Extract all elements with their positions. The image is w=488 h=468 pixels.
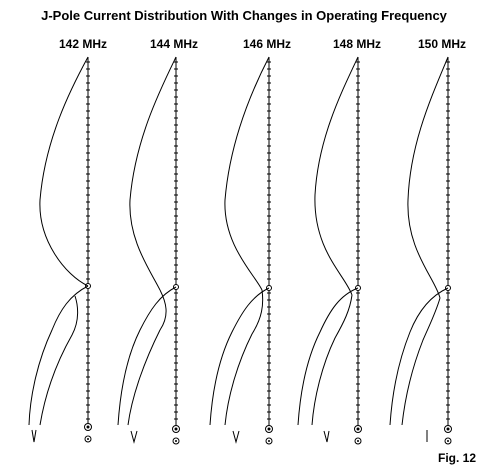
- base-marker-inner: [87, 438, 89, 440]
- upper-current-curve: [224, 56, 270, 291]
- inner-current-curve: [311, 294, 353, 426]
- stub-end-mark: [323, 430, 330, 443]
- source-marker-inner: [356, 427, 360, 431]
- stub-end-mark: [130, 430, 138, 444]
- base-marker-inner: [357, 440, 359, 442]
- inner-current-curve: [127, 289, 167, 426]
- upper-current-curve: [407, 56, 449, 299]
- upper-current-curve: [314, 56, 359, 296]
- segment-ticks: [86, 61, 90, 420]
- outer-current-curve: [209, 287, 270, 426]
- base-marker-inner: [175, 440, 177, 442]
- inner-current-curve: [224, 289, 264, 426]
- source-marker-inner: [86, 425, 90, 429]
- source-marker-inner: [267, 427, 271, 431]
- upper-current-curve: [39, 56, 89, 287]
- frequency-label-148: 148 MHz: [333, 37, 382, 51]
- segment-ticks: [267, 61, 271, 420]
- panel-142: [28, 56, 92, 443]
- outer-current-curve: [389, 287, 449, 426]
- figure-label: Fig. 12: [438, 451, 477, 465]
- base-marker-inner: [268, 440, 270, 442]
- upper-current-curve: [129, 56, 177, 291]
- diagram-title: J-Pole Current Distribution With Changes…: [41, 8, 447, 23]
- panel-150: [389, 56, 452, 445]
- panel-144: [117, 56, 180, 445]
- inner-current-curve: [401, 297, 441, 426]
- stub-end-mark: [232, 430, 240, 444]
- frequency-label-142: 142 MHz: [59, 37, 108, 51]
- inner-current-curve: [39, 295, 79, 426]
- panel-146: [209, 56, 273, 445]
- frequency-label-146: 146 MHz: [243, 37, 292, 51]
- frequency-label-144: 144 MHz: [150, 37, 199, 51]
- base-marker-inner: [447, 440, 449, 442]
- frequency-label-150: 150 MHz: [418, 37, 467, 51]
- segment-ticks: [174, 61, 178, 420]
- outer-current-curve: [28, 285, 89, 426]
- source-marker-inner: [446, 427, 450, 431]
- panel-148: [297, 56, 362, 445]
- outer-current-curve: [117, 286, 177, 426]
- segment-ticks: [446, 61, 450, 420]
- source-marker-inner: [174, 427, 178, 431]
- segment-ticks: [356, 61, 360, 420]
- stub-end-mark: [31, 429, 37, 443]
- outer-current-curve: [297, 287, 359, 426]
